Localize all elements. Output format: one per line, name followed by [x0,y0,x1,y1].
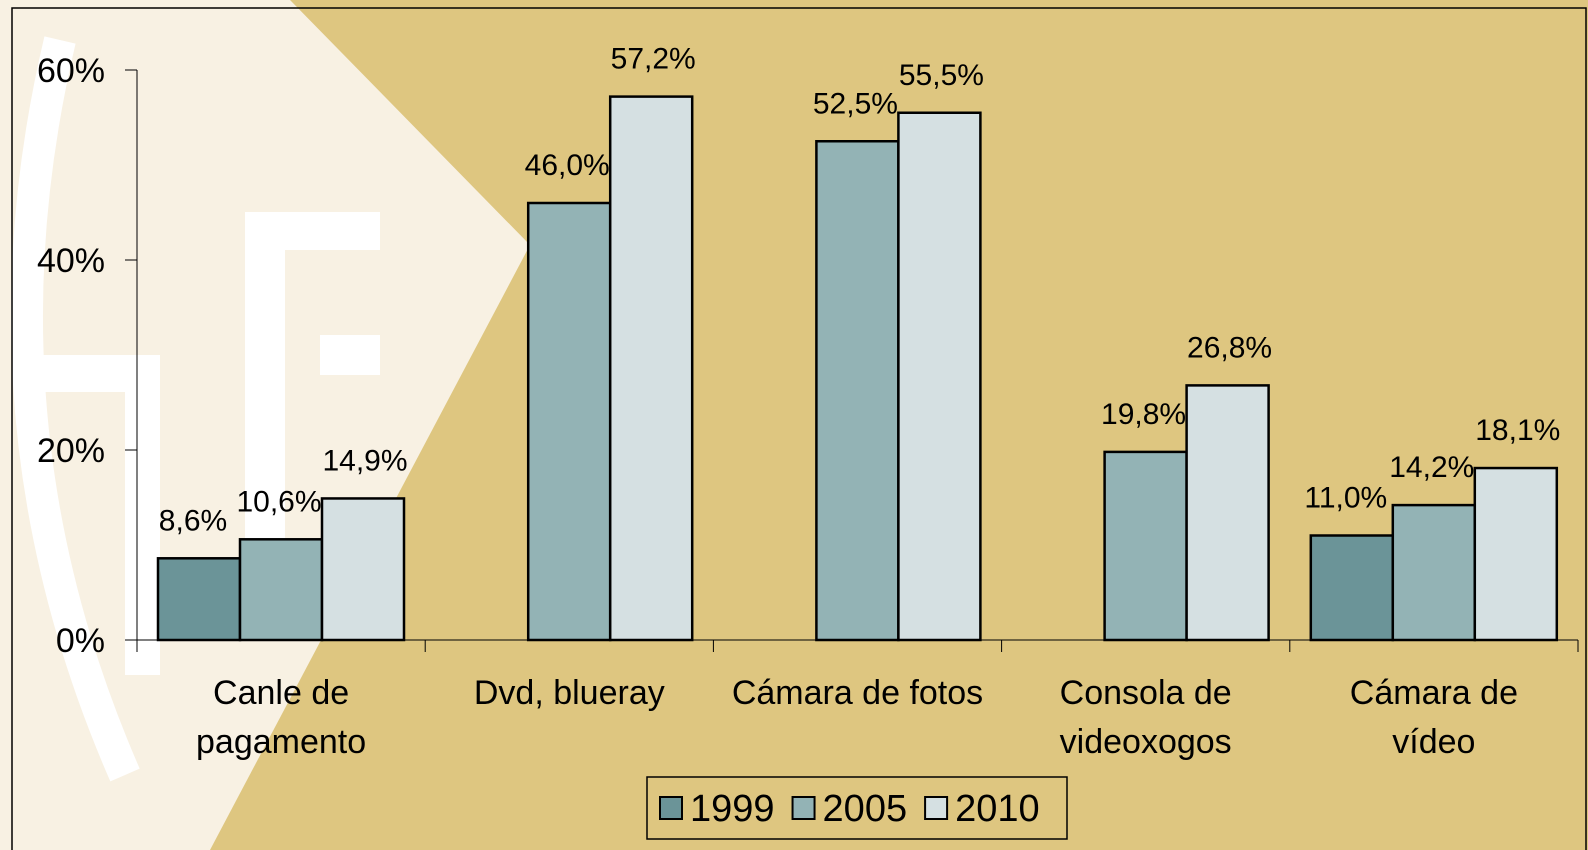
value-label: 19,8% [1101,398,1186,431]
bar [1473,466,1559,642]
x-tick-label: Canle de pagamento [196,674,367,761]
value-label: 14,9% [322,444,407,477]
value-label: 10,6% [236,485,321,518]
bar [526,201,612,642]
bar [1103,450,1188,642]
legend-label: 1999 [690,788,775,830]
value-label: 11,0% [1304,482,1387,515]
background-decoration [10,36,140,782]
bar [1309,534,1395,642]
value-label: 55,5% [899,59,984,92]
bar [320,497,406,642]
legend-swatch [659,796,683,820]
value-label: 46,0% [525,149,610,182]
bar [1391,503,1477,642]
value-label: 52,5% [813,87,898,120]
y-tick-label: 60% [37,52,105,90]
legend-label: 2005 [823,788,908,830]
value-label: 57,2% [611,43,696,76]
x-tick-label: Cámara de fotos [731,674,984,712]
bar [156,557,242,642]
legend-swatch [791,796,816,820]
bar [1185,384,1270,642]
legend-label: 2010 [955,788,1040,830]
x-tick-label: Consola de videoxogos [1059,674,1232,761]
legend: 1999 2005 2010 [646,776,1068,840]
value-label: 18,1% [1475,414,1560,447]
value-label: 8,6% [159,504,227,537]
value-label: 26,8% [1187,331,1272,364]
legend-box [646,776,1068,840]
bar [815,140,900,642]
y-tick-label: 0% [56,622,105,660]
y-tick-label: 20% [37,432,105,470]
chart-border [11,7,1587,850]
bar [897,111,982,642]
bar [238,538,324,642]
x-tick-label: Cámara de vídeo [1349,674,1518,761]
value-label: 14,2% [1389,451,1474,484]
x-tick-label: Dvd, blueray [473,674,665,712]
bar [608,95,694,642]
y-tick-label: 40% [37,242,105,280]
legend-swatch [924,796,949,820]
